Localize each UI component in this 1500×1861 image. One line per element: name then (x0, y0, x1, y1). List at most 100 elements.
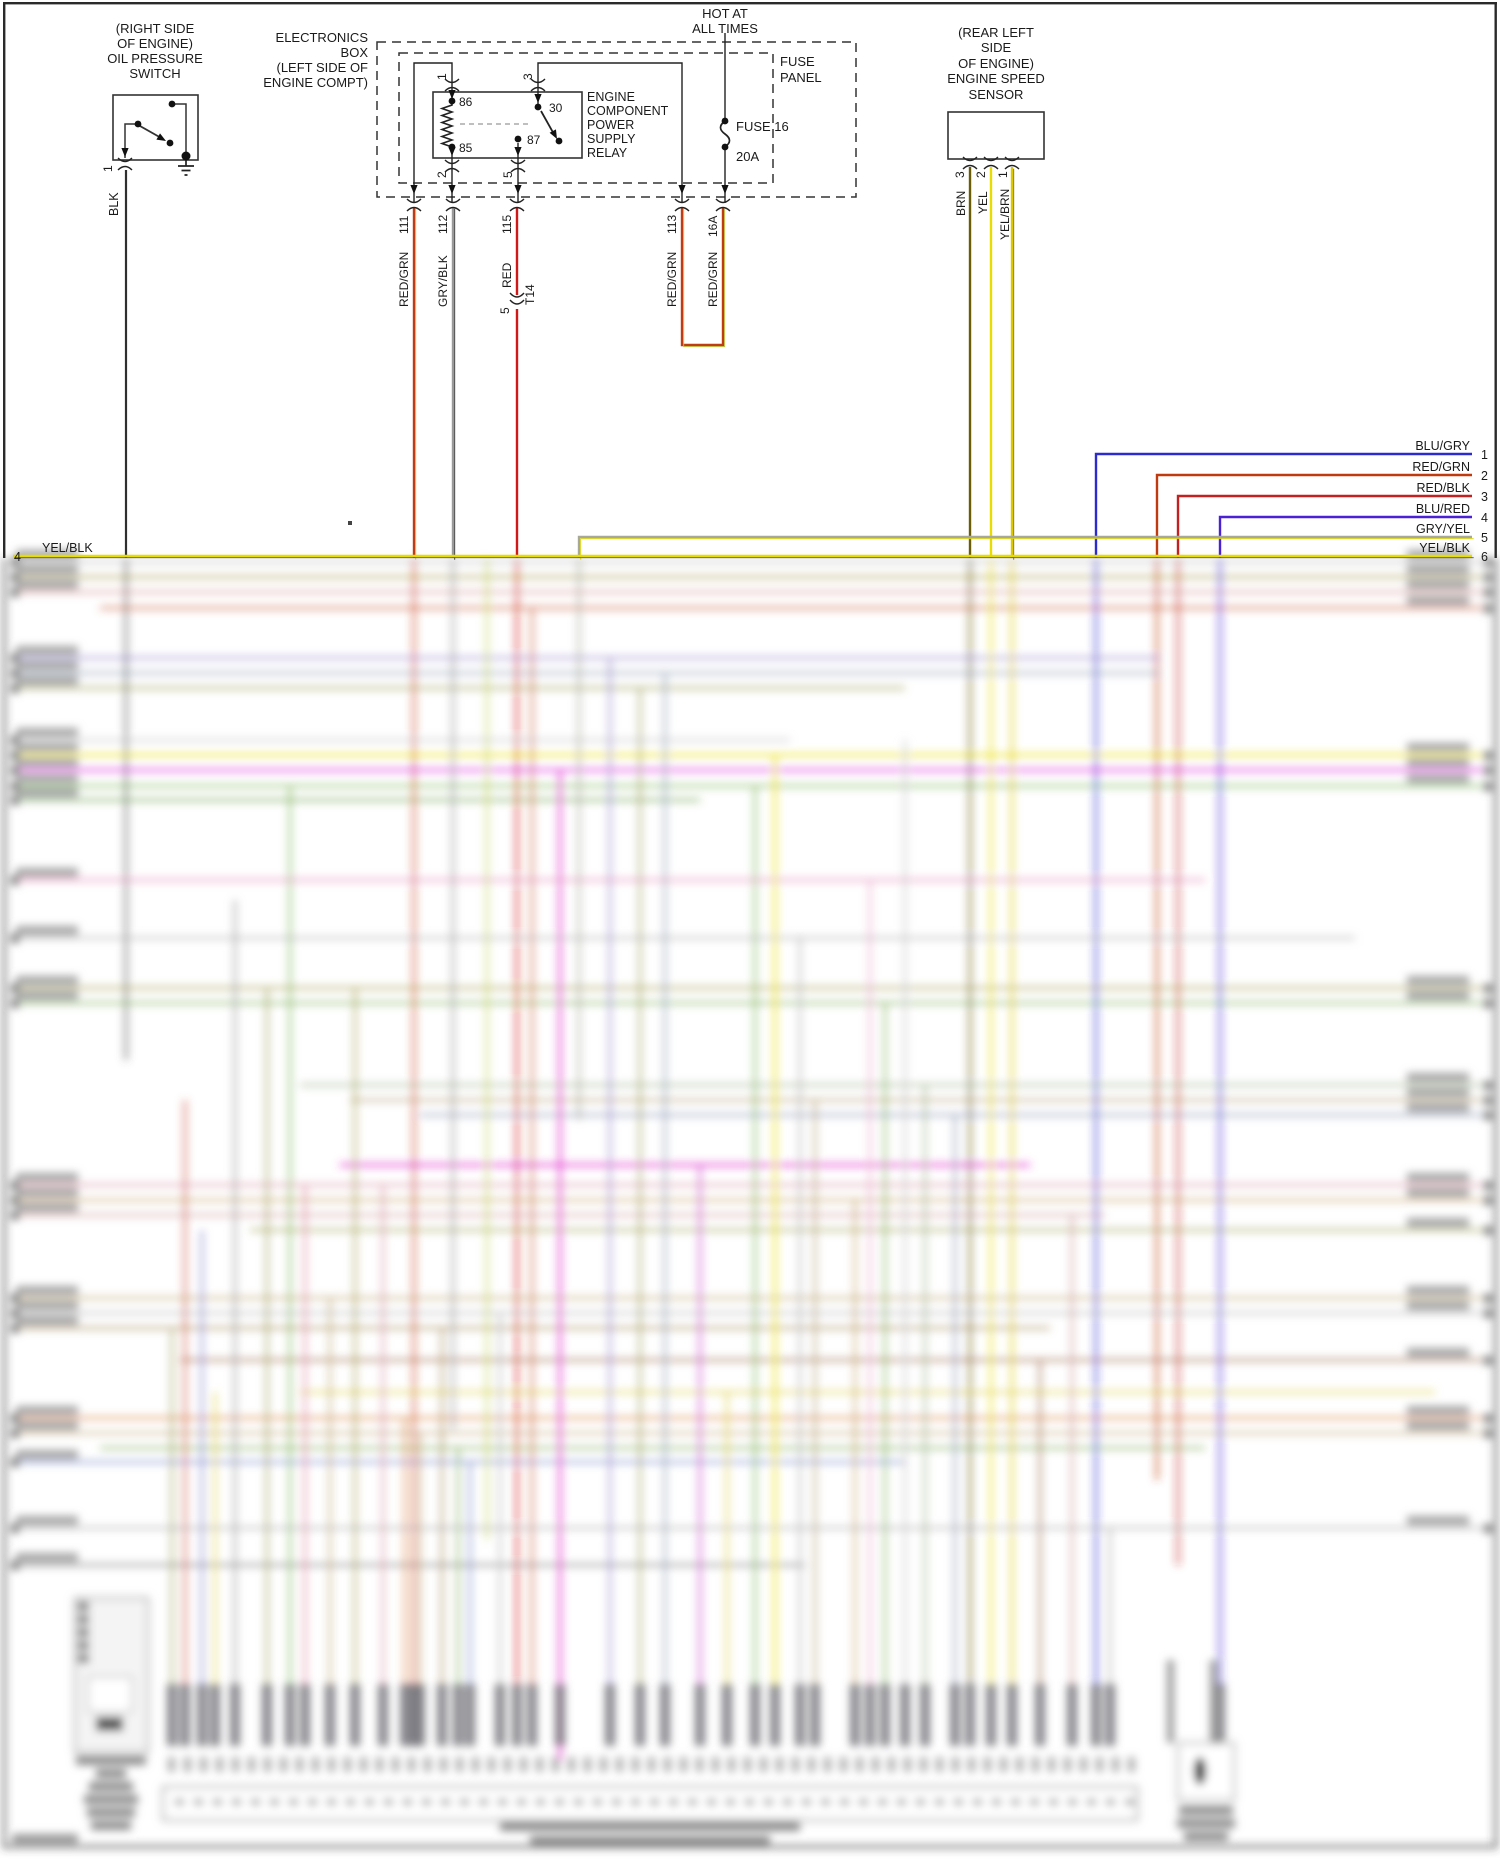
arrowhead (549, 129, 557, 139)
blur-right-number (1484, 1226, 1492, 1235)
strip-pin-mark (764, 1799, 773, 1805)
strip-pin-row (968, 1757, 975, 1772)
junction-dot (514, 135, 522, 143)
blur-pin-chip (495, 1684, 505, 1746)
exit-track-number-3: 3 (1481, 490, 1488, 504)
blur-left-number (11, 1429, 19, 1438)
ink-spot (348, 521, 352, 525)
sensor-caption-line: ENGINE SPEED (947, 71, 1045, 86)
strip-pin-row (952, 1757, 959, 1772)
strip-pin-mark (555, 1799, 564, 1805)
relay-terminal-2: 2 (435, 171, 449, 178)
right-module-caption-line (1177, 1819, 1235, 1828)
connector-symbol (983, 164, 999, 170)
left-exit-track-number: 4 (14, 550, 21, 564)
relay-terminal-3: 3 (521, 73, 535, 80)
strip-pin-row (168, 1757, 175, 1772)
relay-t3-feed (537, 62, 683, 203)
blur-left-label (16, 1316, 78, 1325)
blur-right-number (1484, 1309, 1492, 1318)
blur-pin-chip (262, 1684, 272, 1746)
left-module-pin (78, 1615, 89, 1624)
strip-pin-row (488, 1757, 495, 1772)
blurred-lower-diagram (3, 550, 1497, 1848)
strip-pin-row (504, 1757, 511, 1772)
strip-pin-row (184, 1757, 191, 1772)
strip-pin-row (1032, 1757, 1039, 1772)
strip-pin-row (568, 1757, 575, 1772)
strip-pin-mark (859, 1799, 868, 1805)
connector-symbol (444, 159, 460, 165)
blur-left-label (16, 1173, 78, 1182)
blur-pin-chip (1091, 1684, 1101, 1746)
strip-pin-mark (1068, 1799, 1077, 1805)
blur-right-number (1484, 588, 1492, 597)
strip-pin-mark (631, 1799, 640, 1805)
strip-pin-row (296, 1757, 303, 1772)
blur-left-number (11, 654, 19, 663)
blur-pin-chip (770, 1684, 780, 1746)
connector-113: 113 (665, 215, 679, 234)
relay-pin-86: 86 (459, 95, 473, 109)
strip-pin-row (712, 1757, 719, 1772)
wire-color-16a: RED/GRN (706, 252, 720, 307)
junction-dot (134, 120, 142, 128)
blur-right-label (1407, 1103, 1469, 1112)
left-module-chip (96, 1717, 123, 1731)
strip-pin-row (664, 1757, 671, 1772)
blur-pin-chip (1105, 1684, 1115, 1746)
blur-pin-chip (378, 1684, 388, 1746)
connector-symbol (530, 86, 546, 92)
relay-pin-85: 85 (459, 141, 473, 155)
connector-symbol (445, 206, 461, 212)
relay-pin-87: 87 (527, 133, 541, 147)
blur-pin-chip (605, 1684, 615, 1746)
right-module-element (1194, 1757, 1206, 1785)
blur-left-number (11, 669, 19, 678)
ebox-caption-line: BOX (341, 45, 369, 60)
junction-dot (721, 117, 729, 125)
strip-pin-row (920, 1757, 927, 1772)
connector-symbol (1004, 156, 1020, 162)
right-module-box (1177, 1742, 1235, 1801)
blur-left-label (16, 676, 78, 685)
strip-pin-row (216, 1757, 223, 1772)
blur-right-number (1484, 999, 1492, 1008)
blur-right-label (1407, 1516, 1469, 1525)
exit-wire-5-stripe (580, 538, 1474, 560)
copyright-watermark (12, 1834, 78, 1844)
upper-diagram-graphics (3, 2, 1497, 560)
blur-pin-chip (900, 1684, 910, 1746)
strip-pin-mark (650, 1799, 659, 1805)
exit-wire-4 (1218, 515, 1472, 558)
wire-113-16a-loop-stripe (683, 208, 726, 348)
ops-caption-line: SWITCH (129, 66, 180, 81)
strip-pin-mark (536, 1799, 545, 1805)
exit-track-number-1: 1 (1481, 448, 1488, 462)
connector-symbol (117, 157, 133, 163)
blur-right-label (1407, 596, 1469, 605)
blur-left-label (16, 1406, 78, 1415)
electronics-box-outline (376, 41, 857, 198)
ops-caption-line: OIL PRESSURE (107, 51, 203, 66)
blur-right-label (1407, 743, 1469, 752)
strip-pin-row (552, 1757, 559, 1772)
blur-left-label (16, 774, 78, 783)
relay-name-line: POWER (587, 118, 634, 132)
blur-left-label (16, 580, 78, 589)
blur-pin-chip (437, 1684, 447, 1746)
ground-symbol (178, 156, 194, 176)
connector-symbol (445, 198, 461, 204)
blur-left-number (11, 684, 19, 693)
strip-pin-mark (517, 1799, 526, 1805)
blur-pin-chip (1067, 1684, 1077, 1746)
strip-pin-row (648, 1757, 655, 1772)
blur-left-label (16, 758, 78, 767)
blur-pin-chip (965, 1684, 975, 1746)
strip-pin-row (632, 1757, 639, 1772)
blur-pin-chip (400, 1684, 410, 1746)
strip-pin-row (936, 1757, 943, 1772)
strip-pin-row (792, 1757, 799, 1772)
